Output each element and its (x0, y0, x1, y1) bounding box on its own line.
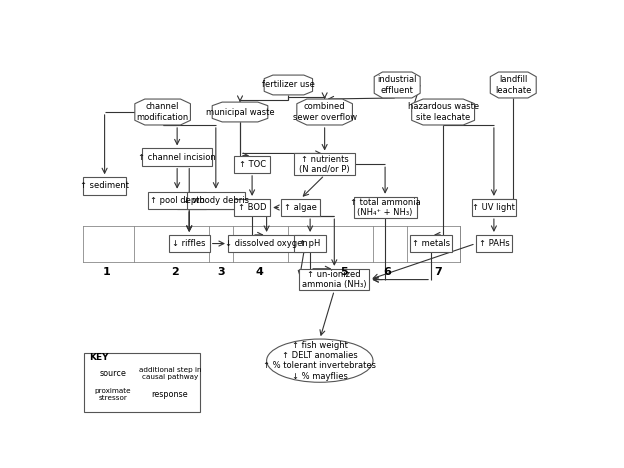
Text: response: response (152, 390, 188, 399)
Text: ↑ channel incision: ↑ channel incision (139, 153, 216, 161)
Polygon shape (297, 99, 353, 125)
Text: ↑ total ammonia
(NH₄⁺ + NH₃): ↑ total ammonia (NH₄⁺ + NH₃) (349, 198, 421, 217)
FancyBboxPatch shape (84, 353, 200, 412)
FancyBboxPatch shape (83, 177, 126, 195)
Text: ↑ nutrients
(N and/or P): ↑ nutrients (N and/or P) (300, 154, 350, 174)
FancyBboxPatch shape (92, 388, 134, 402)
Polygon shape (94, 366, 132, 380)
FancyBboxPatch shape (354, 197, 417, 218)
Text: ↑ pH: ↑ pH (300, 239, 321, 248)
FancyBboxPatch shape (228, 235, 305, 252)
Text: fertilizer use: fertilizer use (262, 80, 314, 89)
FancyBboxPatch shape (234, 199, 270, 216)
Polygon shape (374, 72, 420, 98)
Text: source: source (99, 369, 126, 378)
Text: 3: 3 (217, 267, 225, 277)
FancyBboxPatch shape (281, 199, 319, 216)
Text: 2: 2 (171, 267, 178, 277)
Text: ↑ BOD: ↑ BOD (238, 203, 266, 212)
Text: ↓ riffles: ↓ riffles (172, 239, 206, 248)
FancyBboxPatch shape (295, 154, 355, 175)
Polygon shape (264, 75, 313, 95)
FancyBboxPatch shape (148, 192, 206, 209)
Polygon shape (490, 72, 536, 98)
Text: ↑ pool depth: ↑ pool depth (150, 196, 205, 205)
Text: combined
sewer overflow: combined sewer overflow (293, 102, 357, 122)
Text: 7: 7 (434, 267, 442, 277)
FancyBboxPatch shape (234, 156, 270, 173)
Text: ↑ sediment: ↑ sediment (80, 182, 129, 190)
FancyBboxPatch shape (472, 199, 515, 216)
Text: ↑ metals: ↑ metals (412, 239, 450, 248)
Polygon shape (144, 365, 197, 382)
Text: ↓ dissolved oxygen: ↓ dissolved oxygen (225, 239, 308, 248)
Text: proximate
stressor: proximate stressor (94, 388, 131, 402)
FancyBboxPatch shape (187, 192, 245, 209)
FancyBboxPatch shape (300, 269, 369, 290)
Text: landfill
leachate: landfill leachate (495, 75, 532, 95)
Text: additional step in
causal pathway: additional step in causal pathway (139, 367, 201, 380)
Polygon shape (135, 99, 190, 125)
Text: ↑ PAHs: ↑ PAHs (479, 239, 509, 248)
Text: municipal waste: municipal waste (206, 108, 275, 117)
Text: industrial
effluent: industrial effluent (378, 75, 417, 95)
Text: 4: 4 (255, 267, 263, 277)
Text: 5: 5 (340, 267, 348, 277)
Polygon shape (412, 99, 474, 125)
Text: 1: 1 (103, 267, 111, 277)
FancyBboxPatch shape (411, 235, 452, 252)
Text: ↓ woody debris: ↓ woody debris (183, 196, 249, 205)
Ellipse shape (266, 339, 373, 382)
Polygon shape (212, 102, 268, 122)
Text: hazardous waste
site leachate: hazardous waste site leachate (407, 102, 479, 122)
FancyBboxPatch shape (475, 235, 512, 252)
Text: KEY: KEY (89, 353, 108, 362)
Text: ↑ un-ionized
ammonia (NH₃): ↑ un-ionized ammonia (NH₃) (302, 270, 366, 289)
FancyBboxPatch shape (295, 235, 326, 252)
FancyBboxPatch shape (168, 235, 210, 252)
FancyBboxPatch shape (142, 148, 212, 166)
Text: ↑ UV light: ↑ UV light (472, 203, 515, 212)
Ellipse shape (147, 388, 193, 402)
Text: ↑ algae: ↑ algae (284, 203, 317, 212)
Text: ↑ TOC: ↑ TOC (238, 160, 266, 169)
Text: 6: 6 (384, 267, 391, 277)
Text: channel
modification: channel modification (137, 102, 188, 122)
Text: ↑ fish weight
↑ DELT anomalies
↑ % tolerant invertebrates
↓ % mayflies: ↑ fish weight ↑ DELT anomalies ↑ % toler… (263, 341, 376, 381)
